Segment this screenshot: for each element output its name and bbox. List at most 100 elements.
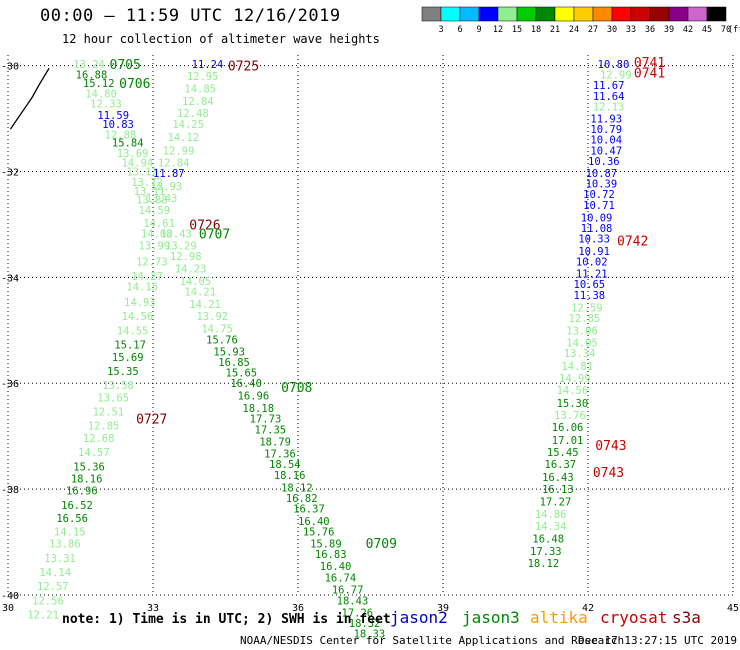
swh-value: 14.80 — [85, 89, 117, 101]
colorbar-swatch — [592, 6, 613, 22]
swh-value: 16.88 — [76, 70, 108, 82]
coastline — [9, 67, 50, 130]
swh-value: 16.77 — [332, 585, 364, 597]
swh-value: 10.47 — [590, 145, 622, 157]
swh-value: 18.32 — [349, 618, 381, 630]
swh-value: 13.58 — [102, 380, 134, 392]
swh-value: 13.31 — [44, 553, 76, 565]
swh-value: 14.23 — [175, 263, 207, 275]
swh-value: 17.01 — [552, 435, 584, 447]
swh-value: 18.33 — [354, 629, 386, 641]
swh-value: 14.15 — [126, 281, 158, 293]
swh-value: 14.08 — [141, 228, 173, 240]
swh-value: 18.54 — [269, 459, 301, 471]
swh-value: 16.40 — [298, 516, 330, 528]
swh-value: 12.84 — [158, 157, 190, 169]
colorbar-label: 30 — [607, 25, 617, 35]
swh-value: 15.93 — [213, 346, 245, 358]
swh-value: 12.56 — [32, 595, 64, 607]
swh-value: 18.18 — [242, 403, 274, 415]
colorbar-label: 42 — [683, 25, 693, 35]
x-tick-label: 39 — [437, 603, 449, 614]
swh-value: 17.27 — [540, 496, 572, 508]
swh-value: 14.34 — [535, 521, 567, 533]
swh-value: 14.21 — [189, 299, 221, 311]
swh-value: 13.88 — [136, 195, 168, 207]
swh-value: 10.72 — [583, 189, 615, 201]
legend-altika: altika — [530, 608, 588, 627]
swh-value: 12.43 — [160, 228, 192, 240]
swh-value: 14.93 — [124, 297, 156, 309]
swh-value: 15.36 — [73, 461, 105, 473]
colorbar-swatch — [516, 6, 537, 22]
swh-value: 14.12 — [168, 132, 200, 144]
swh-value: 16.96 — [238, 390, 270, 402]
colorbar-swatch — [535, 6, 556, 22]
swh-value: 14.25 — [172, 119, 204, 131]
swh-value: 16.48 — [532, 533, 564, 545]
swh-value: 16.96 — [66, 486, 98, 498]
swh-value: 13.69 — [117, 148, 149, 160]
pass-time-label: 0709 — [366, 537, 397, 552]
colorbar-label: 39 — [664, 25, 674, 35]
colorbar-swatch — [630, 6, 651, 22]
swh-value: 11.67 — [593, 80, 625, 92]
swh-value: 14.21 — [184, 287, 216, 299]
swh-value: 10.65 — [574, 279, 606, 291]
swh-value: 14.85 — [184, 83, 216, 95]
y-tick-label: -34 — [1, 273, 19, 284]
swh-value: 14.75 — [201, 324, 233, 336]
swh-value: 13.65 — [97, 393, 129, 405]
swh-value: 13.06 — [566, 325, 598, 337]
colorbar-label: 45 — [702, 25, 712, 35]
swh-value: 14.05 — [566, 337, 598, 349]
swh-value: 10.09 — [581, 213, 613, 225]
y-tick-label: -38 — [1, 485, 19, 496]
swh-value: 10.91 — [578, 246, 610, 258]
x-tick-label: 45 — [727, 603, 739, 614]
swh-value: 14.27 — [131, 271, 163, 283]
colorbar-swatch — [478, 6, 499, 22]
swh-value: 16.13 — [542, 484, 574, 496]
swh-value: 14.55 — [117, 325, 149, 337]
x-tick-label: 42 — [582, 603, 594, 614]
swh-value: 14.05 — [180, 276, 212, 288]
colorbar-label: 9 — [476, 25, 481, 35]
swh-value: 17.35 — [255, 424, 287, 436]
swh-value: 17.36 — [264, 449, 296, 461]
swh-value: 16.85 — [218, 357, 250, 369]
swh-value: 12.85 — [569, 313, 601, 325]
swh-value: 10.04 — [590, 135, 622, 147]
colorbar-label: 3 — [438, 25, 443, 35]
swh-value: 12.88 — [105, 129, 137, 141]
chart-subtitle: 12 hour collection of altimeter wave hei… — [62, 32, 380, 46]
swh-value: 15.89 — [310, 539, 342, 551]
x-tick-label: 30 — [2, 603, 14, 614]
colorbar-swatch — [649, 6, 670, 22]
swh-value: 15.76 — [303, 526, 335, 538]
legend-cryosat: cryosat — [600, 608, 668, 627]
swh-value: 16.37 — [545, 459, 577, 471]
swh-value: 10.79 — [590, 124, 622, 136]
colorbar-swatch — [459, 6, 480, 22]
colorbar-swatch — [554, 6, 575, 22]
swh-value: 15.76 — [206, 334, 238, 346]
pass-time-label: 0741 — [634, 56, 665, 71]
swh-value: 12.95 — [187, 71, 219, 83]
swh-value: 18.12 — [528, 558, 560, 570]
y-tick-label: -32 — [1, 167, 19, 178]
swh-value: 12.13 — [593, 101, 625, 113]
swh-value: 14.61 — [143, 218, 175, 230]
swh-value: 10.87 — [586, 168, 618, 180]
swh-value: 16.74 — [325, 573, 357, 585]
swh-value: 16.40 — [320, 561, 352, 573]
swh-value: 14.99 — [559, 373, 591, 385]
swh-value: 12.59 — [571, 303, 603, 315]
legend-s3a: s3a — [672, 608, 701, 627]
swh-value: 11.38 — [574, 290, 606, 302]
swh-value: 12.51 — [93, 406, 125, 418]
swh-value: 10.71 — [583, 200, 615, 212]
swh-value: 12.85 — [88, 421, 120, 433]
swh-value: 10.36 — [588, 156, 620, 168]
pass-time-label: 0705 — [110, 58, 141, 73]
